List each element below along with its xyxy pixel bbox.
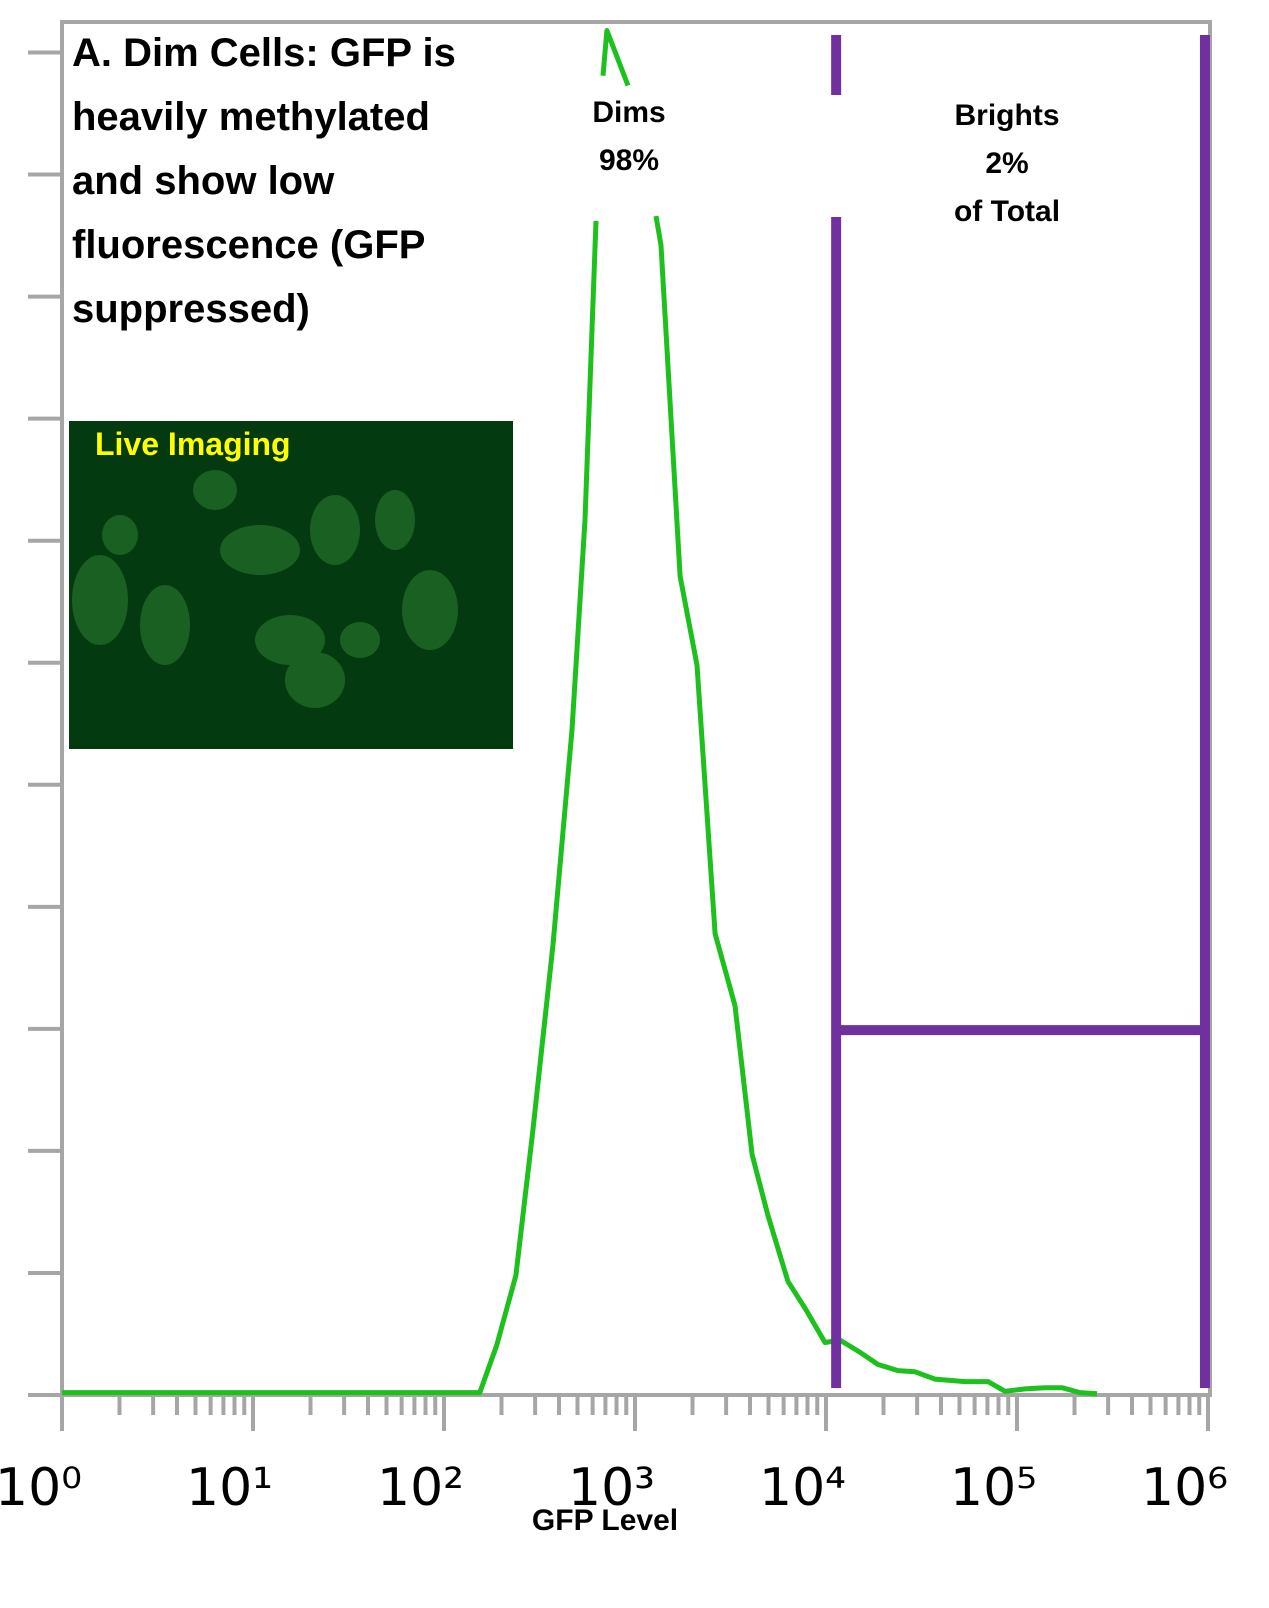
title-line: and show low [72, 159, 335, 203]
x-tick-label: 10⁴ [759, 1458, 846, 1518]
chart-title: A. Dim Cells: GFP is heavily methylated an… [72, 31, 456, 331]
inset-image: Live Imaging [69, 421, 513, 749]
label-background [590, 95, 668, 213]
brights-label: of Total [954, 195, 1060, 228]
dims-label: Dims [592, 96, 665, 129]
dims-label: 98% [599, 144, 659, 177]
cells [72, 470, 458, 708]
x-tick-label: 10⁵ [950, 1458, 1037, 1518]
brights-label: Brights [955, 99, 1060, 132]
x-tick-label: 10⁰ [0, 1458, 82, 1518]
title-line: heavily methylated [72, 95, 430, 139]
x-tick-label: 10³ [568, 1458, 655, 1518]
x-tick-label: 10² [377, 1458, 464, 1518]
histogram-line [62, 28, 1098, 1397]
inset-label: Live Imaging [95, 426, 291, 462]
x-axis-label: GFP Level [532, 1504, 678, 1537]
title-line: fluorescence (GFP [72, 223, 425, 267]
brights-label: 2% [985, 147, 1028, 180]
title-line: A. Dim Cells: GFP is [72, 31, 456, 75]
x-tick-label: 10⁶ [1141, 1458, 1228, 1518]
x-tick-label: 10¹ [186, 1458, 273, 1518]
title-line: suppressed) [72, 287, 310, 331]
